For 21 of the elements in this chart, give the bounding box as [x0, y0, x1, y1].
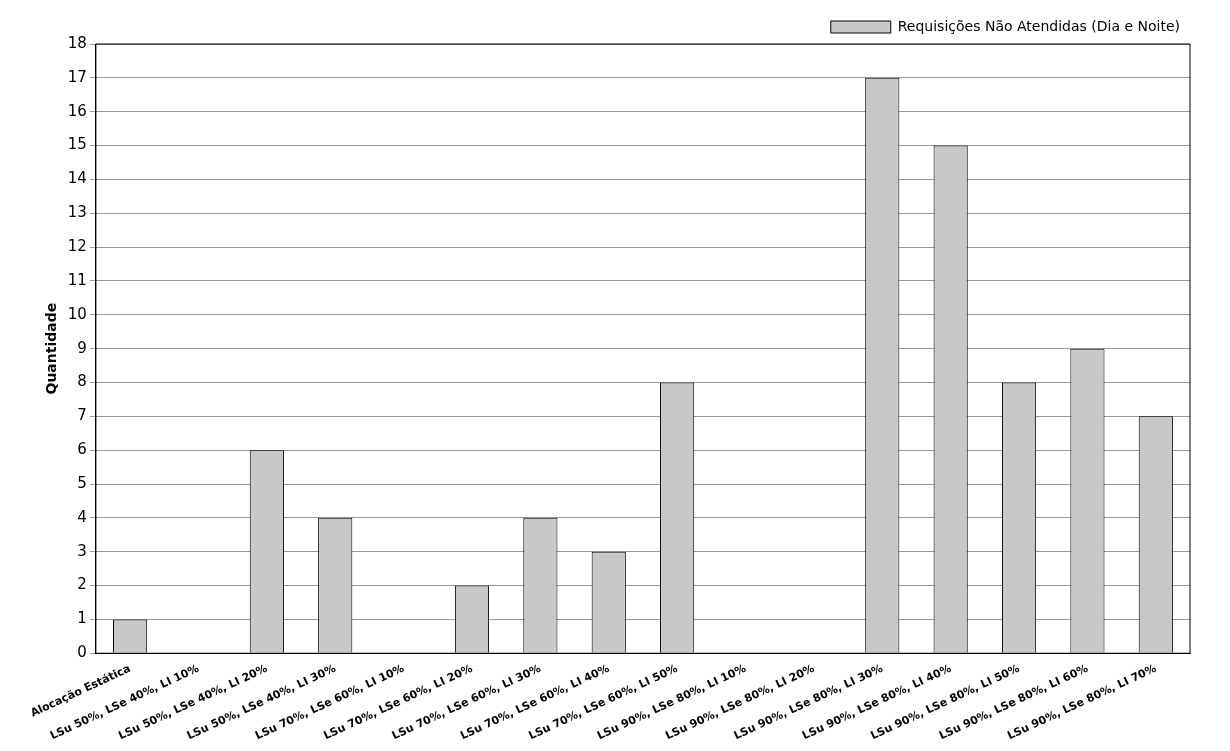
y-tick-label: 3 [77, 541, 87, 560]
y-tick-label: 5 [77, 473, 87, 492]
y-tick-label: 14 [67, 169, 87, 188]
y-tick-label: 11 [67, 270, 87, 289]
y-tick-label: 10 [67, 304, 87, 323]
y-tick-label: 4 [77, 507, 87, 526]
y-tick-label: 6 [77, 440, 87, 459]
y-tick-label: 9 [77, 338, 87, 357]
y-tick-label: 17 [67, 67, 87, 86]
y-tick-label: 8 [77, 372, 87, 391]
y-tick-label: 2 [77, 575, 87, 594]
y-tick-label: 1 [77, 609, 87, 628]
y-tick-label: 16 [67, 101, 87, 120]
y-tick-label: 7 [77, 406, 87, 425]
y-tick-label: 13 [67, 203, 87, 222]
legend-label: Requisições Não Atendidas (Dia e Noite) [897, 17, 1181, 34]
y-tick-label: 12 [67, 236, 87, 255]
y-axis-title: Quantidade [43, 302, 60, 395]
y-tick-label: 18 [67, 33, 87, 52]
y-tick-label: 15 [67, 135, 87, 154]
y-tick-label: 0 [77, 643, 87, 662]
